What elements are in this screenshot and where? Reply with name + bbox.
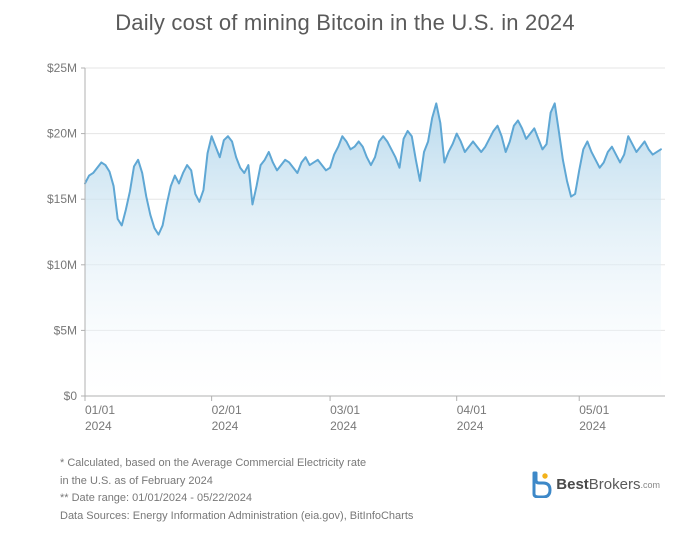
svg-text:02/01: 02/01 bbox=[212, 403, 242, 417]
svg-text:2024: 2024 bbox=[330, 419, 357, 433]
logo-text: BestBrokers.com bbox=[556, 476, 660, 493]
svg-text:$15M: $15M bbox=[47, 192, 77, 206]
footnote-line: * Calculated, based on the Average Comme… bbox=[60, 455, 413, 473]
svg-text:$0: $0 bbox=[64, 389, 78, 403]
footnote-block: * Calculated, based on the Average Comme… bbox=[60, 455, 413, 525]
svg-text:04/01: 04/01 bbox=[457, 403, 487, 417]
svg-text:2024: 2024 bbox=[579, 419, 606, 433]
svg-text:05/01: 05/01 bbox=[579, 403, 609, 417]
area-chart-svg: $0 $5M $10M $15M $20M $25M 01/01 2024 02/01 2024 0… bbox=[30, 58, 670, 438]
mining-cost-chart: $0 $5M $10M $15M $20M $25M 01/01 2024 02/01 2024 0… bbox=[30, 58, 670, 438]
svg-text:01/01: 01/01 bbox=[85, 403, 115, 417]
svg-text:$25M: $25M bbox=[47, 61, 77, 75]
brand-logo: BestBrokers.com bbox=[530, 470, 660, 498]
svg-text:2024: 2024 bbox=[85, 419, 112, 433]
svg-text:$10M: $10M bbox=[47, 258, 77, 272]
footnote-line: Data Sources: Energy Information Adminis… bbox=[60, 508, 413, 526]
logo-b-icon bbox=[530, 470, 552, 498]
svg-text:$5M: $5M bbox=[54, 323, 77, 337]
footnote-line: in the U.S. as of February 2024 bbox=[60, 473, 413, 491]
chart-title: Daily cost of mining Bitcoin in the U.S.… bbox=[0, 10, 690, 36]
chart-card: Daily cost of mining Bitcoin in the U.S.… bbox=[0, 0, 690, 538]
svg-text:$20M: $20M bbox=[47, 127, 77, 141]
svg-text:2024: 2024 bbox=[212, 419, 239, 433]
svg-text:03/01: 03/01 bbox=[330, 403, 360, 417]
footnote-line: ** Date range: 01/01/2024 - 05/22/2024 bbox=[60, 490, 413, 508]
svg-text:2024: 2024 bbox=[457, 419, 484, 433]
